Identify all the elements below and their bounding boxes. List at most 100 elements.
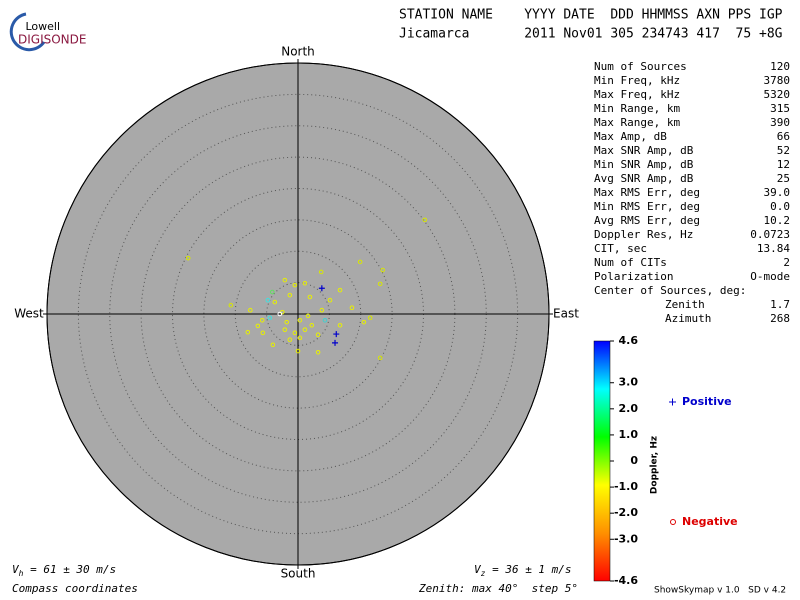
stat-value: 390	[770, 116, 790, 129]
stat-label: Polarization	[594, 270, 673, 283]
source-negative	[422, 217, 428, 223]
vz-text: = 36 ± 1 m/s	[485, 563, 571, 576]
source-negative	[282, 277, 288, 283]
stat-label: Avg SNR Amp, dB	[594, 172, 694, 185]
legend-label: Positive	[682, 395, 732, 408]
zenith-note: Zenith: max 40° step 5°	[418, 582, 578, 595]
stat-label: Max Amp, dB	[594, 130, 667, 143]
stat-label: Avg RMS Err, deg	[594, 214, 700, 227]
source-negative	[287, 337, 293, 343]
vz-sub: z	[481, 569, 486, 578]
legend-marker	[669, 398, 676, 406]
stat-value: 5320	[764, 88, 791, 101]
stat-label: Doppler Res, Hz	[594, 228, 693, 241]
source-negative	[349, 305, 355, 311]
source-negative	[337, 287, 343, 293]
source-negative	[269, 289, 275, 295]
colorbar-tick-label: 3.0	[619, 376, 639, 389]
stat-value: 315	[770, 102, 790, 115]
source-negative	[284, 319, 290, 325]
center-label: Azimuth	[665, 312, 711, 325]
colorbar-label: Doppler, Hz	[650, 436, 660, 494]
source-negative	[287, 292, 293, 298]
source-negative	[255, 323, 261, 329]
source-negative	[272, 299, 278, 305]
source-negative	[322, 317, 328, 323]
source-negative	[315, 332, 321, 338]
stat-value: 39.0	[764, 186, 791, 199]
source-negative	[309, 322, 315, 328]
source-negative	[367, 315, 373, 321]
source-negative	[265, 297, 271, 303]
stat-value: 2	[783, 256, 790, 269]
stat-value: 3780	[764, 74, 791, 87]
center-value: 268	[770, 312, 790, 325]
stat-value: 0.0	[770, 200, 790, 213]
stat-value: 25	[777, 172, 790, 185]
source-negative	[297, 317, 303, 323]
legend-label: Negative	[682, 515, 738, 528]
logo-top: Lowell	[25, 20, 60, 33]
stat-value: O-mode	[750, 270, 790, 283]
stat-value: 13.84	[757, 242, 790, 255]
center-title: Center of Sources, deg:	[594, 284, 746, 297]
vh-sub: h	[19, 569, 24, 578]
stat-label: Min RMS Err, deg	[594, 200, 700, 213]
vh: Vh = 61 ± 30 m/s	[12, 563, 116, 578]
header-labels: STATION NAME YYYY DATE DDD HHMMSS AXN PP…	[399, 8, 783, 23]
stat-value: 12	[777, 158, 790, 171]
stat-value: 0.0723	[750, 228, 790, 241]
vz-symbol: V	[474, 563, 482, 576]
stat-value: 66	[777, 130, 790, 143]
source-negative	[259, 317, 265, 323]
center-label: Zenith	[665, 298, 705, 311]
vh-symbol: V	[12, 563, 20, 576]
source-negative	[228, 302, 234, 308]
source-negative	[318, 269, 324, 275]
stat-value: 52	[777, 144, 790, 157]
header-values: Jicamarca 2011 Nov01 305 234743 417 75 +…	[399, 27, 783, 42]
version: ShowSkymap v 1.0 SD v 4.2	[654, 586, 786, 596]
compass-south: South	[281, 567, 316, 581]
colorbar-tick-label: -2.0	[614, 506, 638, 519]
source-negative	[245, 329, 251, 335]
source-negative	[302, 327, 308, 332]
stat-label: Num of Sources	[594, 60, 687, 73]
stat-label: Min Freq, kHz	[594, 74, 680, 87]
source-negative	[305, 313, 311, 319]
colorbar-tick-label: 0	[630, 454, 638, 467]
colorbar-tick-label: 4.6	[619, 334, 639, 347]
vh-text: = 61 ± 30 m/s	[23, 563, 116, 576]
logo-bottom: DIGISONDE	[18, 33, 86, 47]
stat-label: Min Range, km	[594, 102, 680, 115]
stat-label: Num of CITs	[594, 256, 667, 269]
source-negative	[297, 335, 303, 341]
source-negative	[277, 311, 283, 317]
source-negative	[282, 327, 288, 332]
source-positive	[333, 331, 340, 338]
source-negative	[185, 255, 191, 261]
stat-value: 120	[770, 60, 790, 73]
source-negative	[248, 307, 253, 313]
source-negative	[295, 348, 301, 354]
source-negative	[270, 342, 276, 348]
vz: Vz = 36 ± 1 m/s	[474, 563, 572, 578]
source-negative	[267, 315, 273, 321]
source-negative	[319, 307, 325, 313]
stat-label: Max Freq, kHz	[594, 88, 680, 101]
colorbar-tick-label: -1.0	[614, 480, 638, 493]
compass-east: East	[553, 307, 579, 321]
source-negative	[357, 259, 363, 265]
source-negative	[377, 281, 383, 287]
logo-arc	[9, 12, 46, 52]
stat-label: Max Range, km	[594, 116, 680, 129]
stat-label: Max SNR Amp, dB	[594, 144, 694, 157]
source-negative	[315, 349, 321, 355]
source-negative	[307, 294, 313, 300]
compass-north: North	[281, 45, 315, 59]
colorbar-tick-label: 1.0	[619, 428, 639, 441]
source-negative	[380, 267, 386, 273]
stat-label: Max RMS Err, deg	[594, 186, 700, 199]
colorbar-tick-label: 2.0	[619, 402, 639, 415]
